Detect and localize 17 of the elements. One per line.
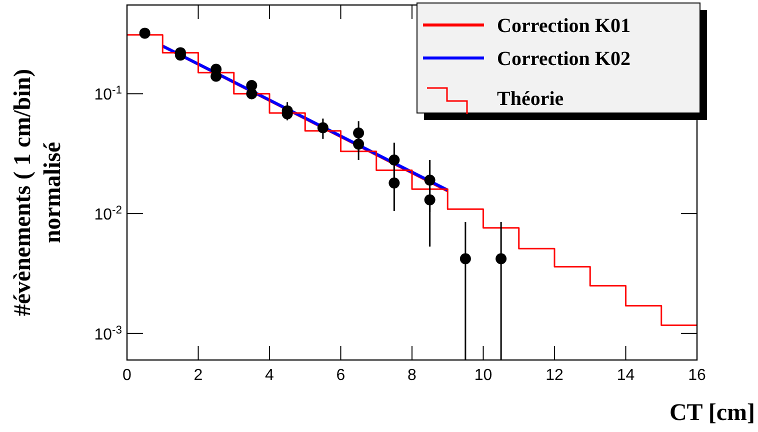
x-tick-label: 6 — [336, 367, 346, 384]
x-tick-label: 2 — [194, 367, 203, 384]
x-tick-label: 14 — [616, 367, 635, 384]
x-axis-title: CT [cm] — [669, 400, 755, 426]
y-tick-label: 10$^{-3}$ — [94, 324, 122, 344]
legend-label: Théorie — [497, 88, 564, 110]
x-tick-label: 0 — [122, 367, 132, 384]
y-axis-title: #évènements ( 1 cm/bin) normalisé — [10, 68, 66, 316]
legend-label: Correction K02 — [497, 48, 630, 70]
y-tick-label: 10$^{-1}$ — [94, 84, 122, 104]
x-tick-label: 8 — [408, 367, 417, 384]
x-tick-label: 16 — [688, 367, 706, 384]
y-tick-label: 10$^{-2}$ — [94, 204, 122, 224]
x-tick-label: 10 — [474, 367, 492, 384]
x-tick-label: 12 — [546, 367, 564, 384]
legend-label: Correction K01 — [497, 15, 630, 37]
x-tick-label: 4 — [265, 367, 274, 384]
